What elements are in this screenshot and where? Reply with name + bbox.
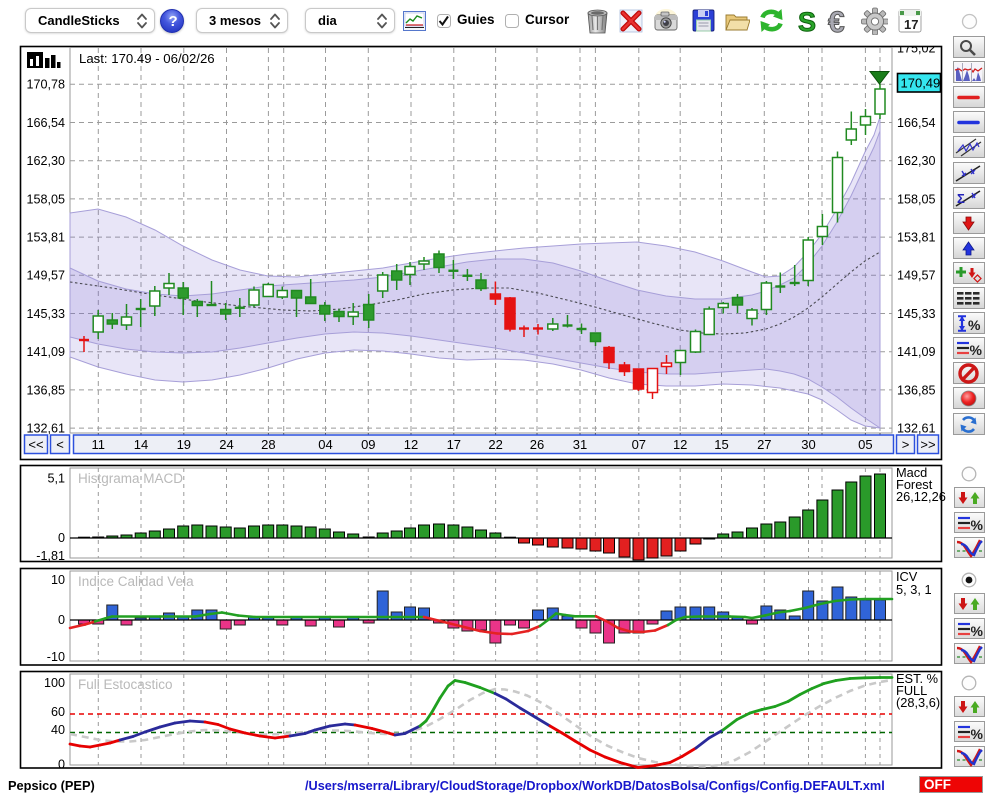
svg-text:0: 0 bbox=[58, 613, 65, 627]
svg-text:17: 17 bbox=[447, 437, 461, 452]
svg-text:166,54: 166,54 bbox=[897, 116, 936, 130]
svg-text:0: 0 bbox=[58, 758, 65, 772]
svg-text:-10: -10 bbox=[47, 650, 65, 664]
svg-text:04: 04 bbox=[318, 437, 332, 452]
svg-text:60: 60 bbox=[51, 705, 65, 719]
svg-text:149,57: 149,57 bbox=[26, 269, 65, 283]
svg-text:€: € bbox=[828, 7, 845, 35]
svg-text:>: > bbox=[902, 437, 910, 452]
svg-text:28: 28 bbox=[261, 437, 275, 452]
svg-text:26,12,26: 26,12,26 bbox=[896, 489, 946, 504]
svg-text:31: 31 bbox=[573, 437, 587, 452]
svg-text:136,85: 136,85 bbox=[26, 383, 65, 397]
svg-text:145,33: 145,33 bbox=[26, 307, 65, 321]
svg-text:170,49: 170,49 bbox=[901, 75, 941, 90]
svg-text:<: < bbox=[56, 437, 64, 452]
svg-text:Full Estocastico: Full Estocastico bbox=[78, 677, 173, 692]
svg-text:05: 05 bbox=[858, 437, 872, 452]
svg-text:Indice Calidad Vela: Indice Calidad Vela bbox=[78, 574, 194, 589]
svg-text:%: % bbox=[971, 623, 984, 639]
svg-text:FULL: FULL bbox=[896, 683, 927, 698]
svg-text:S: S bbox=[798, 7, 816, 35]
svg-text:136,85: 136,85 bbox=[897, 383, 936, 397]
svg-text:<<: << bbox=[28, 437, 43, 452]
svg-text:0: 0 bbox=[58, 531, 65, 545]
svg-text:162,30: 162,30 bbox=[26, 154, 65, 168]
svg-text:132,61: 132,61 bbox=[26, 422, 65, 436]
svg-text:>>: >> bbox=[920, 437, 935, 452]
svg-text:%: % bbox=[971, 517, 984, 533]
svg-text:5, 3, 1: 5, 3, 1 bbox=[896, 582, 932, 597]
svg-text:14: 14 bbox=[134, 437, 148, 452]
svg-text:158,05: 158,05 bbox=[897, 192, 936, 206]
svg-text:%: % bbox=[970, 342, 983, 358]
svg-text:Macd: Macd bbox=[896, 465, 927, 480]
svg-text:%: % bbox=[968, 317, 981, 333]
svg-text:158,05: 158,05 bbox=[26, 192, 65, 206]
svg-text:26: 26 bbox=[530, 437, 544, 452]
svg-text:40: 40 bbox=[51, 723, 65, 737]
svg-text:24: 24 bbox=[219, 437, 233, 452]
svg-text:145,33: 145,33 bbox=[897, 307, 936, 321]
svg-text:166,54: 166,54 bbox=[26, 116, 65, 130]
svg-text:Σ: Σ bbox=[957, 191, 965, 206]
svg-text:170,78: 170,78 bbox=[26, 78, 65, 92]
svg-text:162,30: 162,30 bbox=[897, 154, 936, 168]
svg-text:09: 09 bbox=[361, 437, 375, 452]
svg-text:12: 12 bbox=[673, 437, 687, 452]
svg-text:10: 10 bbox=[51, 573, 65, 587]
svg-text:(28,3,6): (28,3,6) bbox=[896, 695, 940, 710]
svg-text:%: % bbox=[971, 726, 984, 742]
svg-text:19: 19 bbox=[177, 437, 191, 452]
svg-text:149,57: 149,57 bbox=[897, 269, 936, 283]
svg-text:12: 12 bbox=[404, 437, 418, 452]
svg-text:100: 100 bbox=[44, 676, 65, 690]
svg-text:-1,81: -1,81 bbox=[36, 549, 65, 563]
svg-text:175,02: 175,02 bbox=[897, 42, 936, 56]
svg-text:Forest: Forest bbox=[896, 477, 933, 492]
svg-text:141,09: 141,09 bbox=[897, 345, 936, 359]
svg-text:15: 15 bbox=[714, 437, 728, 452]
svg-text:11: 11 bbox=[92, 437, 106, 452]
svg-text:17: 17 bbox=[904, 17, 918, 32]
svg-text:ICV: ICV bbox=[896, 569, 918, 584]
svg-text:5,1: 5,1 bbox=[47, 472, 65, 486]
svg-text:Last: 170.49 - 06/02/26: Last: 170.49 - 06/02/26 bbox=[79, 51, 215, 66]
svg-text:27: 27 bbox=[757, 437, 771, 452]
svg-text:153,81: 153,81 bbox=[897, 231, 936, 245]
svg-text:EST. %: EST. % bbox=[896, 671, 938, 686]
svg-text:141,09: 141,09 bbox=[26, 345, 65, 359]
svg-text:132,61: 132,61 bbox=[897, 422, 936, 436]
svg-text:22: 22 bbox=[488, 437, 502, 452]
svg-text:07: 07 bbox=[632, 437, 646, 452]
svg-text:153,81: 153,81 bbox=[26, 231, 65, 245]
svg-text:30: 30 bbox=[801, 437, 815, 452]
svg-text:Histgrama MACD: Histgrama MACD bbox=[78, 471, 183, 486]
